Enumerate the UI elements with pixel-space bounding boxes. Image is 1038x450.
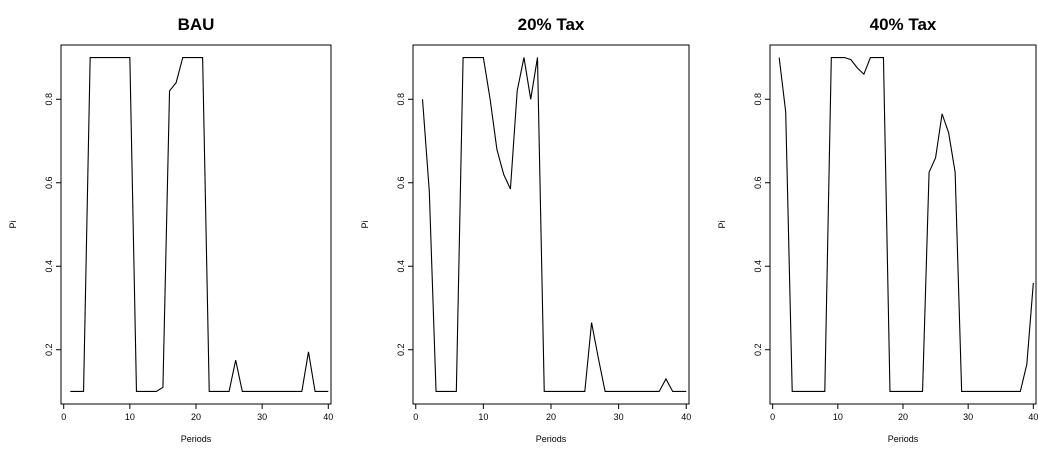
- chart-3-xtick-label: 0: [770, 412, 775, 422]
- chart-1-title: BAU: [178, 15, 215, 34]
- chart-1-xtick-label: 40: [323, 412, 333, 422]
- chart-2-frame: [412, 44, 690, 405]
- chart-3-ytick-label: 0.2: [753, 343, 763, 356]
- chart-3-xtick-label: 10: [833, 412, 843, 422]
- chart-3-xtick-label: 30: [963, 412, 973, 422]
- chart-2-xtick-label: 20: [546, 412, 556, 422]
- chart-2-series-line: [421, 56, 687, 393]
- chart-2-xtick-label: 40: [681, 412, 691, 422]
- chart-1-xtick-label: 20: [191, 412, 201, 422]
- chart-1-ytick-label: 0.2: [44, 343, 54, 356]
- chart-2-ytick-label: 0.6: [396, 176, 406, 189]
- chart-2-xtick-label: 0: [413, 412, 418, 422]
- chart-1-frame: [60, 44, 332, 405]
- chart-1-ytick-label: 0.6: [44, 176, 54, 189]
- chart-1-series-line: [70, 56, 329, 393]
- chart-2-title: 20% Tax: [518, 15, 585, 34]
- chart-2-ytick-label: 0.4: [396, 260, 406, 273]
- chart-1-ylabel: Pi: [8, 220, 18, 228]
- chart-1-xlabel: Periods: [181, 434, 212, 444]
- chart-3-ytick-label: 0.6: [753, 176, 763, 189]
- chart-2-xlabel: Periods: [536, 434, 567, 444]
- chart-3-title: 40% Tax: [870, 15, 937, 34]
- chart-2-ylabel: Pi: [360, 220, 370, 228]
- chart-1-ytick-label: 0.4: [44, 260, 54, 273]
- chart-3-xtick-label: 40: [1028, 412, 1038, 422]
- chart-2-ytick-label: 0.2: [396, 343, 406, 356]
- chart-3-frame: [769, 44, 1037, 405]
- chart-3-ytick-label: 0.4: [753, 260, 763, 273]
- chart-3-xtick-label: 20: [898, 412, 908, 422]
- chart-3-ylabel: Pi: [717, 220, 727, 228]
- chart-1-xtick-label: 30: [257, 412, 267, 422]
- chart-3-series-line: [778, 56, 1034, 393]
- chart-3-ytick-label: 0.8: [753, 93, 763, 106]
- chart-1-ytick-label: 0.8: [44, 93, 54, 106]
- chart-1-xtick-label: 0: [61, 412, 66, 422]
- chart-2-xtick-label: 10: [478, 412, 488, 422]
- chart-3-xlabel: Periods: [888, 434, 919, 444]
- chart-2-ytick-label: 0.8: [396, 93, 406, 106]
- chart-2-xtick-label: 30: [614, 412, 624, 422]
- chart-1-xtick-label: 10: [125, 412, 135, 422]
